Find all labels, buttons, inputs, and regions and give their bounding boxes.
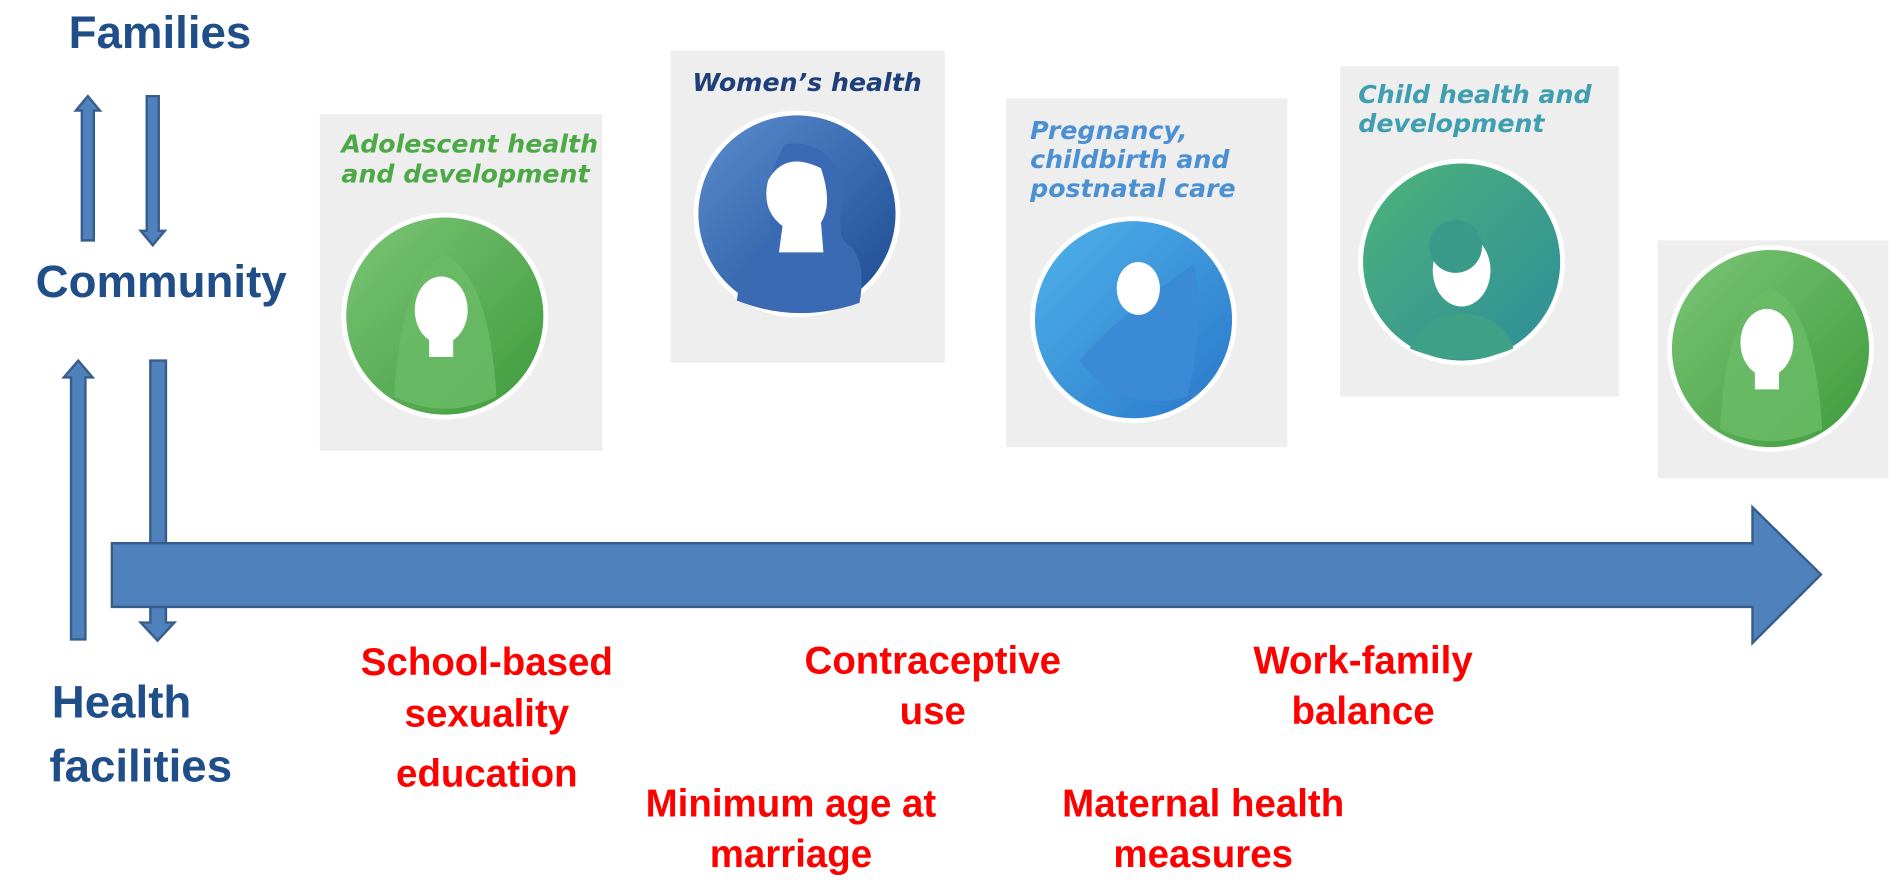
policy-label: Work-family (1253, 640, 1473, 683)
level-label: Health (52, 677, 192, 728)
stage-title: Child health and (1358, 80, 1592, 109)
policy-label: sexuality (405, 692, 570, 735)
stage-card: Child health and development (1340, 66, 1620, 397)
policy-label: marriage (710, 833, 872, 876)
stage-title: Women’s health (692, 68, 921, 97)
stage-card: Adolescent health and development (319, 114, 603, 451)
stage-card: Women’s health (670, 50, 945, 363)
level-label: Families (69, 7, 252, 58)
stage-title: postnatal care (1029, 174, 1236, 203)
stage-title: development (1358, 109, 1545, 138)
policy-label: education (396, 753, 578, 796)
policy-label: use (900, 690, 966, 733)
policy-label: measures (1113, 833, 1293, 876)
policy-label: Minimum age at (646, 783, 937, 826)
stage-title: childbirth and (1030, 145, 1230, 174)
level-label: facilities (49, 740, 232, 791)
policy-label: Contraceptive (805, 640, 1061, 683)
stage-card (1657, 240, 1889, 479)
policy-label: balance (1291, 690, 1434, 733)
stage-title: Adolescent health (339, 129, 598, 158)
stage-title: and development (341, 159, 590, 188)
stage-card: Pregnancy, childbirth and postnatal care (1006, 98, 1288, 448)
stage-title: Pregnancy, (1030, 116, 1187, 145)
timeline-arrow (110, 504, 1823, 646)
level-label: Community (36, 256, 288, 307)
policy-label: School-based (361, 641, 613, 684)
policy-label: Maternal health (1062, 783, 1344, 826)
